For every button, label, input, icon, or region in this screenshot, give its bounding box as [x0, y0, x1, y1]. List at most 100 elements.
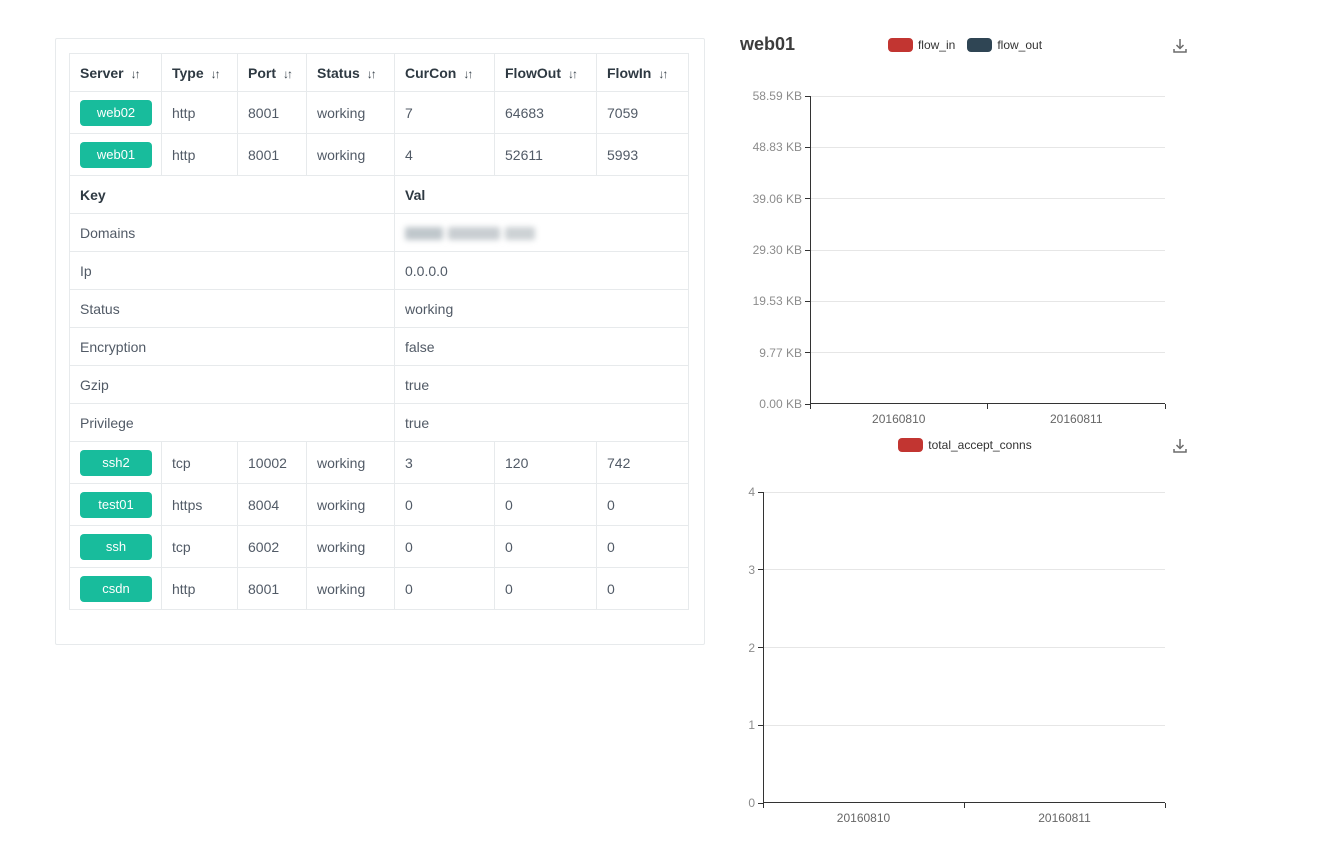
y-tick-label: 58.59 KB [752, 89, 802, 103]
port-cell: 8001 [237, 567, 307, 610]
x-axis-label: 20160811 [1038, 811, 1091, 825]
gridline [810, 146, 1165, 148]
download-icon[interactable] [1170, 36, 1190, 61]
x-axis-tick [1164, 404, 1166, 409]
sort-icon[interactable]: ↓↑ [366, 66, 377, 81]
curcon-cell: 0 [394, 525, 495, 568]
server-badge[interactable]: web02 [80, 99, 152, 126]
port-cell: 8004 [237, 483, 307, 526]
curcon-cell: 0 [394, 567, 495, 610]
download-icon[interactable] [1170, 436, 1190, 461]
sort-icon[interactable]: ↓↑ [130, 66, 141, 81]
type-cell: http [161, 91, 238, 134]
x-axis-label: 20160810 [836, 811, 891, 825]
server-cell: web01 [69, 133, 162, 176]
gridline [763, 569, 1165, 571]
column-header-curcon[interactable]: CurCon ↓↑ [394, 53, 495, 92]
kv-key: Encryption [69, 327, 395, 366]
y-tick-label: 9.77 KB [759, 345, 802, 360]
port-cell: 10002 [237, 441, 307, 484]
curcon-cell: 3 [394, 441, 495, 484]
table-row: ssh2 tcp 10002 working 3 120 742 [69, 441, 689, 484]
flowin-cell: 0 [596, 483, 689, 526]
y-axis-tick [805, 403, 810, 405]
kv-value [394, 213, 689, 252]
gridline [810, 300, 1165, 302]
kv-row: Privilege true [69, 403, 689, 442]
legend-item-flow_in[interactable]: flow_in [887, 38, 955, 52]
gridline [810, 95, 1165, 97]
y-axis-tick [805, 352, 810, 354]
table-row: csdn http 8001 working 0 0 0 [69, 567, 689, 610]
y-tick-label: 4 [748, 485, 755, 499]
server-cell: ssh2 [69, 441, 162, 484]
server-badge[interactable]: csdn [80, 575, 152, 602]
sort-icon[interactable]: ↓↑ [283, 66, 293, 81]
y-tick-label: 19.53 KB [752, 294, 802, 309]
x-axis-tick [987, 404, 988, 409]
server-badge[interactable]: test01 [80, 491, 152, 518]
kv-key: Privilege [69, 403, 395, 442]
column-header-flowout[interactable]: FlowOut ↓↑ [494, 53, 597, 92]
legend-item-flow_out[interactable]: flow_out [967, 38, 1042, 52]
column-header-type[interactable]: Type ↓↑ [161, 53, 238, 92]
x-axis-tick [1164, 803, 1166, 808]
kv-row: Encryption false [69, 327, 689, 366]
column-header-server[interactable]: Server ↓↑ [69, 53, 162, 92]
flowout-cell: 0 [494, 525, 597, 568]
server-badge[interactable]: web01 [80, 141, 152, 168]
server-detail-card: Server ↓↑ Type ↓↑ Port ↓↑ Status ↓↑ CurCon ↓↑… [55, 38, 705, 645]
y-axis-tick [758, 569, 763, 571]
y-axis-tick [805, 300, 810, 302]
plot-area: 20160810 20160811 [805, 95, 1166, 426]
kv-header-key: Key [69, 175, 395, 214]
status-cell: working [306, 483, 395, 526]
status-cell: working [306, 567, 395, 610]
y-axis-tick [805, 198, 810, 200]
y-tick-label: 29.30 KB [752, 243, 802, 257]
gridline [763, 724, 1165, 726]
y-tick-label: 1 [748, 718, 755, 733]
port-cell: 6002 [237, 525, 307, 568]
server-badge[interactable]: ssh2 [80, 449, 152, 476]
kv-value: working [394, 289, 689, 328]
port-cell: 8001 [237, 133, 307, 176]
status-cell: working [306, 441, 395, 484]
bars-layer [810, 96, 1165, 404]
legend-swatch [967, 38, 993, 52]
sort-icon[interactable]: ↓↑ [210, 66, 221, 81]
flowin-cell: 742 [596, 441, 689, 484]
server-table: Server ↓↑ Type ↓↑ Port ↓↑ Status ↓↑ CurCon ↓↑… [69, 53, 689, 610]
chart-title: web01 [740, 34, 796, 54]
x-axis-tick [762, 803, 764, 808]
legend-item-total_accept_conns[interactable]: total_accept_conns [898, 438, 1032, 452]
column-header-port[interactable]: Port ↓↑ [237, 53, 307, 92]
flowout-cell: 52611 [494, 133, 597, 176]
sort-icon[interactable]: ↓↑ [658, 66, 668, 81]
curcon-cell: 4 [394, 133, 495, 176]
sort-icon[interactable]: ↓↑ [463, 66, 473, 81]
column-label: CurCon [405, 64, 457, 81]
chart-legend: flow_in flow_out [755, 38, 1175, 52]
column-header-flowin[interactable]: FlowIn ↓↑ [596, 53, 689, 92]
flowin-cell: 0 [596, 567, 689, 610]
kv-row: Gzip true [69, 365, 689, 404]
kv-value: true [394, 403, 689, 442]
port-cell: 8001 [237, 91, 307, 134]
kv-key: Domains [69, 213, 395, 252]
sort-icon[interactable]: ↓↑ [568, 66, 578, 81]
gridline [810, 352, 1165, 354]
gridline [763, 491, 1165, 493]
column-label: Port [248, 64, 276, 81]
column-header-status[interactable]: Status ↓↑ [306, 53, 395, 92]
y-tick-label: 3 [748, 562, 755, 577]
y-axis-tick [758, 647, 763, 648]
y-axis-tick [758, 802, 763, 804]
y-tick-label: 0 [748, 796, 755, 810]
server-badge[interactable]: ssh [80, 533, 152, 560]
y-axis-line [810, 96, 811, 404]
y-tick-label: 2 [748, 640, 755, 655]
conns-chart: total_accept_conns 0 1 2 3 4 20160810 2016081… [720, 430, 1339, 860]
curcon-cell: 0 [394, 483, 495, 526]
